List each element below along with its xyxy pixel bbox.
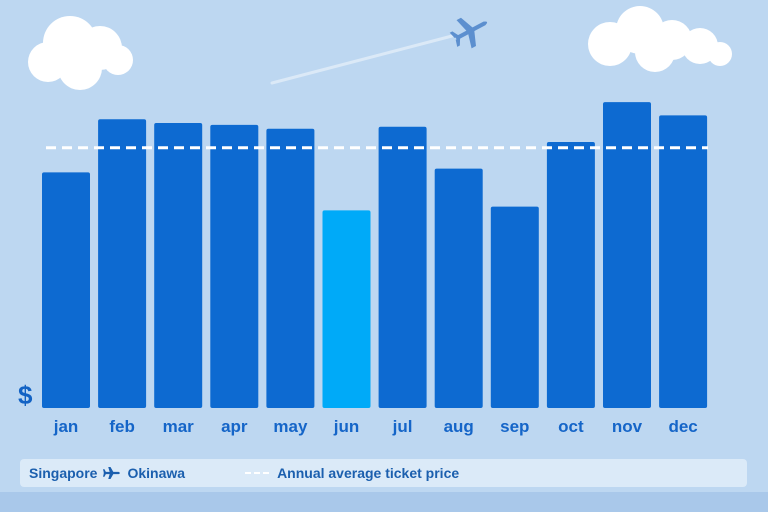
bottom-band [0, 492, 768, 512]
tick-label-jun: jun [333, 417, 360, 436]
tick-label-sep: sep [500, 417, 529, 436]
bar-nov [603, 102, 651, 408]
tick-label-mar: mar [163, 417, 195, 436]
tick-label-aug: aug [444, 417, 474, 436]
month-labels: jan feb mar apr may jun jul aug sep oct nov dec [53, 417, 698, 436]
legend-average-label: Annual average ticket price [277, 465, 460, 481]
legend-route: Singapore Okinawa [29, 465, 185, 481]
tick-label-apr: apr [221, 417, 248, 436]
bar-jan [42, 172, 90, 408]
plane-icon [103, 467, 121, 479]
bar-jul [378, 126, 427, 409]
tick-label-dec: dec [668, 417, 697, 436]
airplane-icon [449, 17, 488, 49]
tick-label-jul: jul [392, 417, 413, 436]
bar-sep [490, 206, 539, 408]
bar-dec [659, 115, 708, 409]
bar-jun [322, 210, 371, 408]
contrail [270, 34, 454, 85]
bars [42, 102, 708, 409]
y-axis-label: $ [18, 380, 33, 410]
tick-label-oct: oct [558, 417, 584, 436]
legend-destination: Okinawa [127, 465, 186, 481]
tick-label-jan: jan [53, 417, 79, 436]
bar-feb [98, 119, 147, 408]
legend-origin: Singapore [29, 465, 98, 481]
bar-mar [154, 123, 203, 408]
bar-apr [210, 124, 259, 409]
tick-label-feb: feb [109, 417, 135, 436]
bar-aug [434, 168, 483, 408]
cloud-right [588, 6, 732, 72]
bar-may [266, 128, 315, 408]
legend-average: Annual average ticket price [245, 465, 459, 481]
legend-dash-swatch [245, 472, 270, 474]
tick-label-nov: nov [612, 417, 643, 436]
cloud-left [28, 16, 133, 90]
tick-label-may: may [273, 417, 308, 436]
legend: Singapore Okinawa Annual average ticket … [20, 459, 747, 487]
bar-oct [546, 142, 595, 408]
